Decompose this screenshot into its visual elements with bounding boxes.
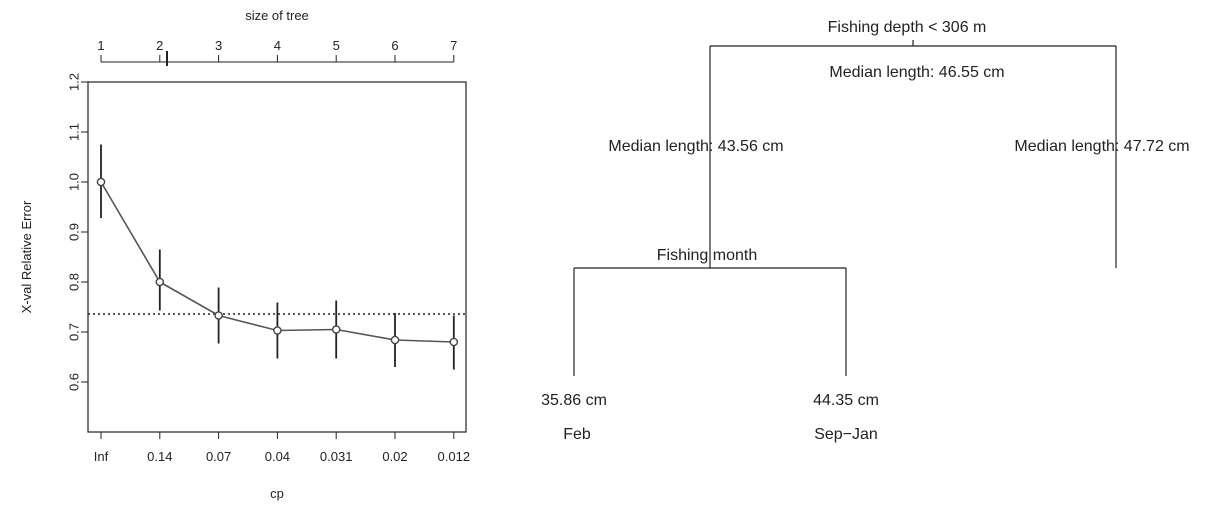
top-axis: 1 2 3 4 5 6 7 bbox=[97, 38, 457, 62]
data-point bbox=[449, 337, 459, 347]
data-point bbox=[96, 177, 106, 187]
top-axis-label: size of tree bbox=[245, 8, 309, 23]
y-tick-label: 1.1 bbox=[66, 123, 81, 141]
y-axis-label: X-val Relative Error bbox=[19, 200, 34, 313]
x-tick-label: 0.14 bbox=[147, 449, 172, 464]
y-tick-label: 0.6 bbox=[66, 373, 81, 391]
y-tick-label: 1.0 bbox=[66, 173, 81, 191]
x-tick-label: 0.02 bbox=[382, 449, 407, 464]
x-tick-label: 0.07 bbox=[206, 449, 231, 464]
right-median-label: Median length: 47.72 cm bbox=[1014, 138, 1189, 155]
y-axis: 0.6 0.7 0.8 0.9 1.0 1.1 1.2 bbox=[66, 73, 88, 391]
x-tick-label: 0.04 bbox=[265, 449, 290, 464]
leaf-2-value: 44.35 cm bbox=[813, 392, 879, 409]
tree-labels: Fishing depth < 306 m Median length: 46.… bbox=[541, 19, 1190, 443]
y-tick-label: 0.8 bbox=[66, 273, 81, 291]
x-axis: Inf 0.14 0.07 0.04 0.031 0.02 0.012 bbox=[94, 432, 470, 464]
top-tick-label: 4 bbox=[274, 38, 281, 53]
x-tick-label: 0.012 bbox=[438, 449, 471, 464]
top-tick-label: 2 bbox=[156, 38, 163, 53]
leaf-2-label: Sep−Jan bbox=[814, 426, 878, 443]
left-split-label: Fishing month bbox=[657, 247, 758, 264]
x-axis-label: cp bbox=[270, 486, 284, 501]
top-tick-label: 7 bbox=[450, 38, 457, 53]
y-tick-label: 0.7 bbox=[66, 323, 81, 341]
data-point bbox=[273, 326, 282, 335]
top-tick-label: 3 bbox=[215, 38, 222, 53]
leaf-1-label: Feb bbox=[563, 426, 591, 443]
data-point bbox=[214, 311, 223, 320]
top-tick-label: 5 bbox=[333, 38, 340, 53]
top-tick-label: 6 bbox=[391, 38, 398, 53]
error-bars bbox=[100, 144, 455, 370]
x-tick-label: 0.031 bbox=[320, 449, 353, 464]
root-median-label: Median length: 46.55 cm bbox=[829, 64, 1004, 81]
cv-error-plot: size of tree 1 2 3 4 5 6 7 0.6 0.7 0.8 0.9 1.0 1.1 1… bbox=[19, 8, 470, 501]
root-split-label: Fishing depth < 306 m bbox=[828, 19, 987, 36]
data-point bbox=[331, 325, 341, 334]
y-tick-label: 0.9 bbox=[66, 223, 81, 241]
top-tick-label: 1 bbox=[97, 38, 104, 53]
x-tick-label: Inf bbox=[94, 449, 109, 464]
y-tick-label: 1.2 bbox=[66, 73, 81, 91]
left-median-label: Median length: 43.56 cm bbox=[608, 138, 783, 155]
data-points bbox=[96, 177, 459, 347]
leaf-1-value: 35.86 cm bbox=[541, 392, 607, 409]
regression-tree bbox=[573, 40, 1117, 376]
data-point bbox=[155, 277, 165, 287]
data-point bbox=[390, 335, 400, 345]
